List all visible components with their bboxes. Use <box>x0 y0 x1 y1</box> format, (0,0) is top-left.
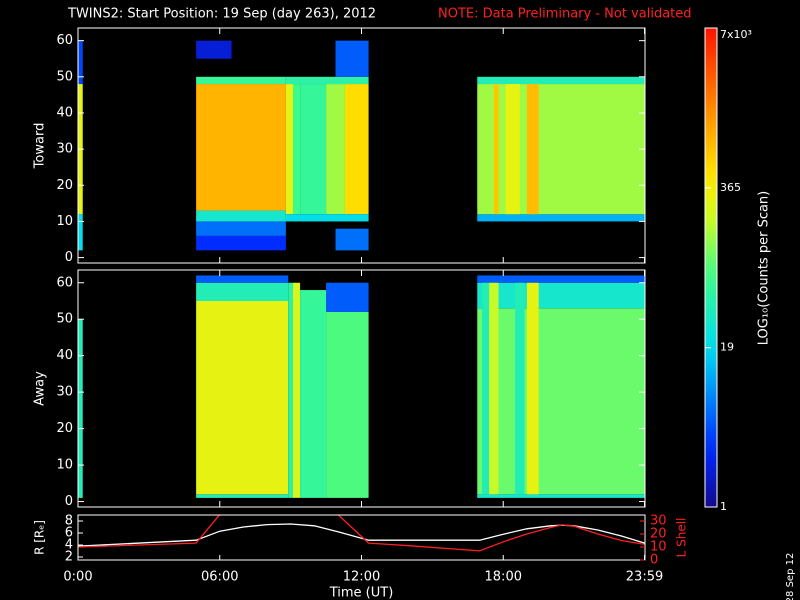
heatmap-cell <box>326 84 345 215</box>
heatmap-cell <box>292 282 301 498</box>
heatmap-cell <box>78 214 83 251</box>
heatmap-cell <box>505 84 520 215</box>
y-tick-label: 20 <box>56 178 73 193</box>
heatmap-cell <box>285 214 369 222</box>
heatmap-cell <box>515 282 525 495</box>
y-tick-label: 40 <box>56 105 73 120</box>
heatmap-cell <box>526 282 539 495</box>
x-tick-label: 23:59 <box>626 570 663 585</box>
heatmap-cell <box>335 228 369 251</box>
heatmap-cell <box>196 275 289 283</box>
colorbar-label: LOG₁₀(Counts per Scan) <box>757 191 772 346</box>
series-line <box>78 515 645 552</box>
x-axis-label: Time (UT) <box>329 586 394 600</box>
heatmap-cell <box>300 290 327 498</box>
heatmap-cell <box>196 282 289 301</box>
y-tick-label: 0 <box>65 250 73 265</box>
heatmap-cell <box>477 282 645 309</box>
x-tick-label: 0:00 <box>63 570 92 585</box>
y-tick-label: 10 <box>56 214 73 229</box>
y-tick-label: 20 <box>56 421 73 436</box>
heatmap-cell <box>78 319 83 498</box>
note: NOTE: Data Preliminary - Not validated <box>438 7 692 22</box>
heatmap-cell <box>477 494 645 498</box>
y-tick-label: 6 <box>65 526 73 541</box>
y-tick-label: 10 <box>56 458 73 473</box>
x-tick-label: 18:00 <box>485 570 522 585</box>
heatmap-cell <box>196 84 286 211</box>
y-tick-label: 0 <box>65 494 73 509</box>
heatmap-cell <box>326 311 369 498</box>
heatmap-cell <box>196 210 286 222</box>
y-axis-label: R [Rₑ] <box>33 520 47 555</box>
y-tick-label: 2 <box>65 550 73 565</box>
heatmap-cell <box>285 76 369 85</box>
heatmap-cell <box>78 40 83 85</box>
y2-axis-label: L Shell <box>675 518 689 558</box>
y-tick-label: 50 <box>56 69 73 84</box>
heatmap-cell <box>477 308 645 495</box>
y-tick-label: 30 <box>56 385 73 400</box>
title: TWINS2: Start Position: 19 Sep (day 263)… <box>67 7 376 22</box>
heatmap-cell <box>292 84 301 215</box>
y-tick-label: 4 <box>65 538 73 553</box>
heatmap-cell <box>326 282 369 312</box>
heatmap-cell <box>300 84 327 215</box>
colorbar-tick-label: 7x10³ <box>720 28 752 41</box>
date-stamp: 28 Sep 12 <box>785 553 796 600</box>
x-tick-label: 12:00 <box>343 570 380 585</box>
heatmap-cell <box>477 214 645 222</box>
y-tick-label: 60 <box>56 33 73 48</box>
y2-tick-label: 20 <box>650 526 667 541</box>
heatmap-cell <box>489 282 499 495</box>
heatmap-cell <box>477 275 645 283</box>
y-tick-label: 40 <box>56 348 73 363</box>
heatmap-cell <box>196 76 286 85</box>
colorbar-tick-label: 1 <box>720 500 727 513</box>
y-axis-label: Toward <box>33 123 48 170</box>
heatmap-cell <box>288 282 293 498</box>
heatmap-cell <box>481 282 490 495</box>
heatmap-cell <box>477 76 645 85</box>
y-axis-label: Away <box>33 371 48 406</box>
heatmap-cell <box>477 84 645 215</box>
heatmap-cell <box>196 300 289 495</box>
y-tick-label: 60 <box>56 275 73 290</box>
heatmap-cell <box>335 40 369 77</box>
heatmap-cell <box>196 221 286 236</box>
heatmap-cell <box>526 84 539 215</box>
colorbar-tick-label: 365 <box>720 181 741 194</box>
heatmap-cell <box>196 40 232 59</box>
y2-tick-label: 30 <box>650 513 667 528</box>
y-tick-label: 8 <box>65 514 73 529</box>
y-tick-label: 30 <box>56 142 73 157</box>
line-plot <box>78 515 645 552</box>
heatmap-cell <box>493 84 499 215</box>
colorbar <box>704 27 718 508</box>
x-tick-label: 06:00 <box>201 570 238 585</box>
series-line <box>78 523 645 547</box>
heatmap-cell <box>285 84 293 215</box>
colorbar-tick-label: 19 <box>720 341 734 354</box>
heatmap-cell <box>344 84 369 215</box>
y2-tick-label: 10 <box>650 539 667 554</box>
y-tick-label: 50 <box>56 312 73 327</box>
heatmap-cell <box>196 235 286 251</box>
plot-frame <box>77 514 646 561</box>
heatmap-cell <box>196 494 289 498</box>
y2-tick-label: 0 <box>650 553 658 568</box>
